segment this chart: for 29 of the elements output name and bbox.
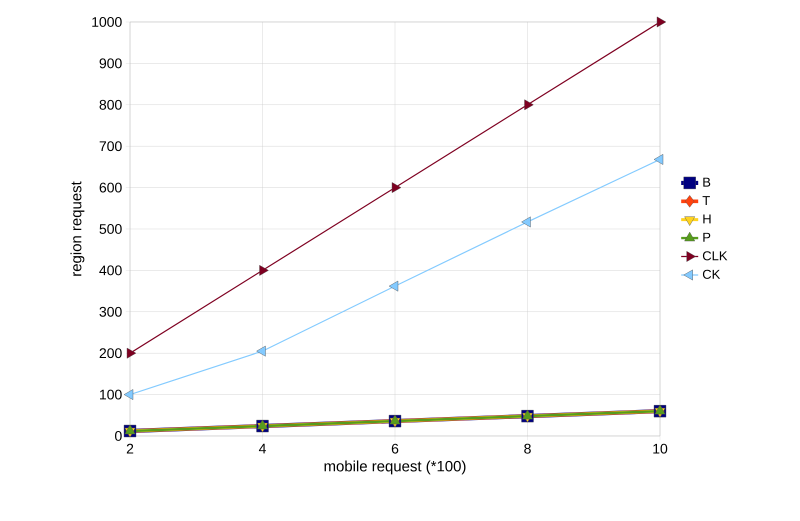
x-tick-label: 10 <box>653 444 668 454</box>
y-tick-label: 0 <box>115 431 122 441</box>
x-tick-label: 4 <box>258 444 266 454</box>
y-tick-label: 400 <box>99 265 122 276</box>
y-tick-label: 300 <box>99 306 122 317</box>
point <box>656 16 666 28</box>
point <box>124 389 134 400</box>
x-tick-label: 8 <box>524 444 531 454</box>
legend-label: T <box>702 196 710 205</box>
y-tick-label: 700 <box>100 141 122 152</box>
legend-label: H <box>703 214 711 224</box>
x-tick-label: 6 <box>392 444 398 454</box>
legend-label: P <box>703 232 710 242</box>
point <box>388 280 398 292</box>
y-tick-label: 900 <box>100 58 122 68</box>
legend-label: CLK <box>702 251 728 260</box>
legend-label: B <box>703 178 710 187</box>
y-tick-label: 600 <box>100 182 122 193</box>
y-tick-label: 500 <box>100 224 122 234</box>
x-tick-label: 2 <box>126 444 134 454</box>
y-axis-title: region request <box>70 181 84 276</box>
y-tick-label: 800 <box>100 100 122 110</box>
y-tick-label: 100 <box>100 390 122 400</box>
y-tick-label: 200 <box>100 348 122 358</box>
legend-label: CK <box>702 270 720 279</box>
point <box>256 346 266 356</box>
x-axis-title: mobile request (*100) <box>324 460 466 474</box>
point <box>521 216 531 228</box>
y-tick-label: 1000 <box>92 17 122 27</box>
